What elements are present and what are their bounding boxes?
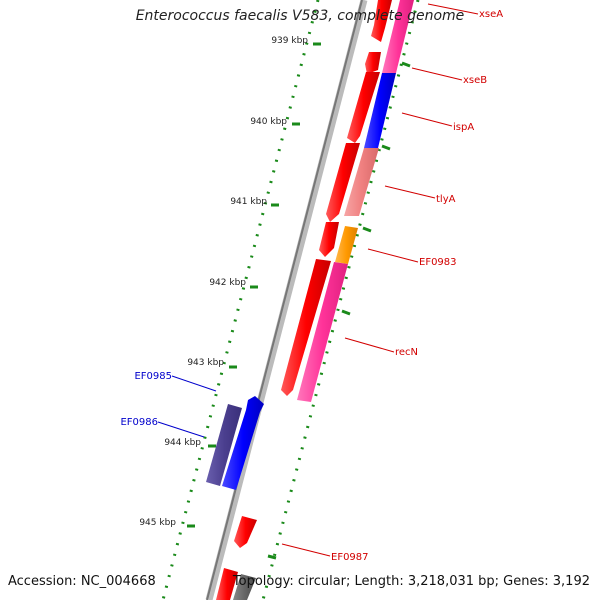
second-cds-track xyxy=(233,0,414,600)
cds-arrow-1 xyxy=(371,0,392,42)
leader-EF0983 xyxy=(367,248,419,263)
cds-blue-EF0986 xyxy=(222,396,264,490)
ruler-label-941: 941 kbp xyxy=(230,197,267,207)
cds-pink-1 xyxy=(382,0,414,73)
leader-tlyA xyxy=(384,185,436,199)
cds-arrow-8 xyxy=(216,568,238,600)
map-title: Enterococcus faecalis V583, complete gen… xyxy=(135,8,465,24)
gene-label-recN: recN xyxy=(395,347,418,358)
cds-salmon-tlyA xyxy=(344,148,379,216)
cds-arrow-4 xyxy=(326,143,360,222)
leader-EF0985 xyxy=(171,375,217,392)
ruler-track xyxy=(161,0,320,600)
ruler-label-939: 939 kbp xyxy=(271,36,308,46)
cds-blue-ispA xyxy=(364,73,396,148)
leader-xseA xyxy=(427,3,479,15)
gene-label-ispA: ispA xyxy=(453,122,474,133)
cds-grey xyxy=(233,574,256,600)
ruler-major-ticks xyxy=(187,42,321,528)
outer-track-ticks xyxy=(267,61,411,560)
ruler-label-943: 943 kbp xyxy=(187,358,224,368)
cds-arrow-6 xyxy=(281,259,331,396)
gene-label-EF0987: EF0987 xyxy=(331,552,369,563)
cds-pink-recN xyxy=(297,262,348,402)
cds-arrow-3 xyxy=(347,72,380,143)
ruler-label-940: 940 kbp xyxy=(250,117,287,127)
cds-arrow-7 xyxy=(234,516,257,548)
leader-EF0986 xyxy=(157,421,205,438)
cds-slate-EF0985 xyxy=(206,404,242,486)
gene-label-tlyA: tlyA xyxy=(436,194,456,205)
ruler-label-942: 942 kbp xyxy=(209,278,246,288)
topology-text: Topology: circular; Length: 3,218,031 bp… xyxy=(232,574,590,589)
gene-label-EF0985: EF0985 xyxy=(134,371,172,382)
gene-label-xseB: xseB xyxy=(463,75,487,86)
leader-xseB xyxy=(411,67,463,81)
accession-text: Accession: NC_004668 xyxy=(8,574,156,589)
cds-arrow-2 xyxy=(365,52,381,74)
gene-label-EF0986: EF0986 xyxy=(120,417,158,428)
genome-backbone-edge xyxy=(206,0,363,600)
cds-arrow-5 xyxy=(319,222,339,257)
gene-label-EF0983: EF0983 xyxy=(419,257,457,268)
leader-ispA xyxy=(401,112,453,127)
cds-orange-EF0983 xyxy=(335,226,358,264)
leader-EF0987 xyxy=(281,543,331,557)
ruler-label-944: 944 kbp xyxy=(164,438,201,448)
outer-dotted-track xyxy=(261,0,420,600)
ruler-label-945: 945 kbp xyxy=(139,518,176,528)
reverse-cds-track xyxy=(206,396,264,490)
forward-cds-track xyxy=(216,0,392,600)
leader-recN xyxy=(344,337,395,353)
genome-backbone xyxy=(205,0,368,600)
gene-label-xseA: xseA xyxy=(479,9,503,20)
